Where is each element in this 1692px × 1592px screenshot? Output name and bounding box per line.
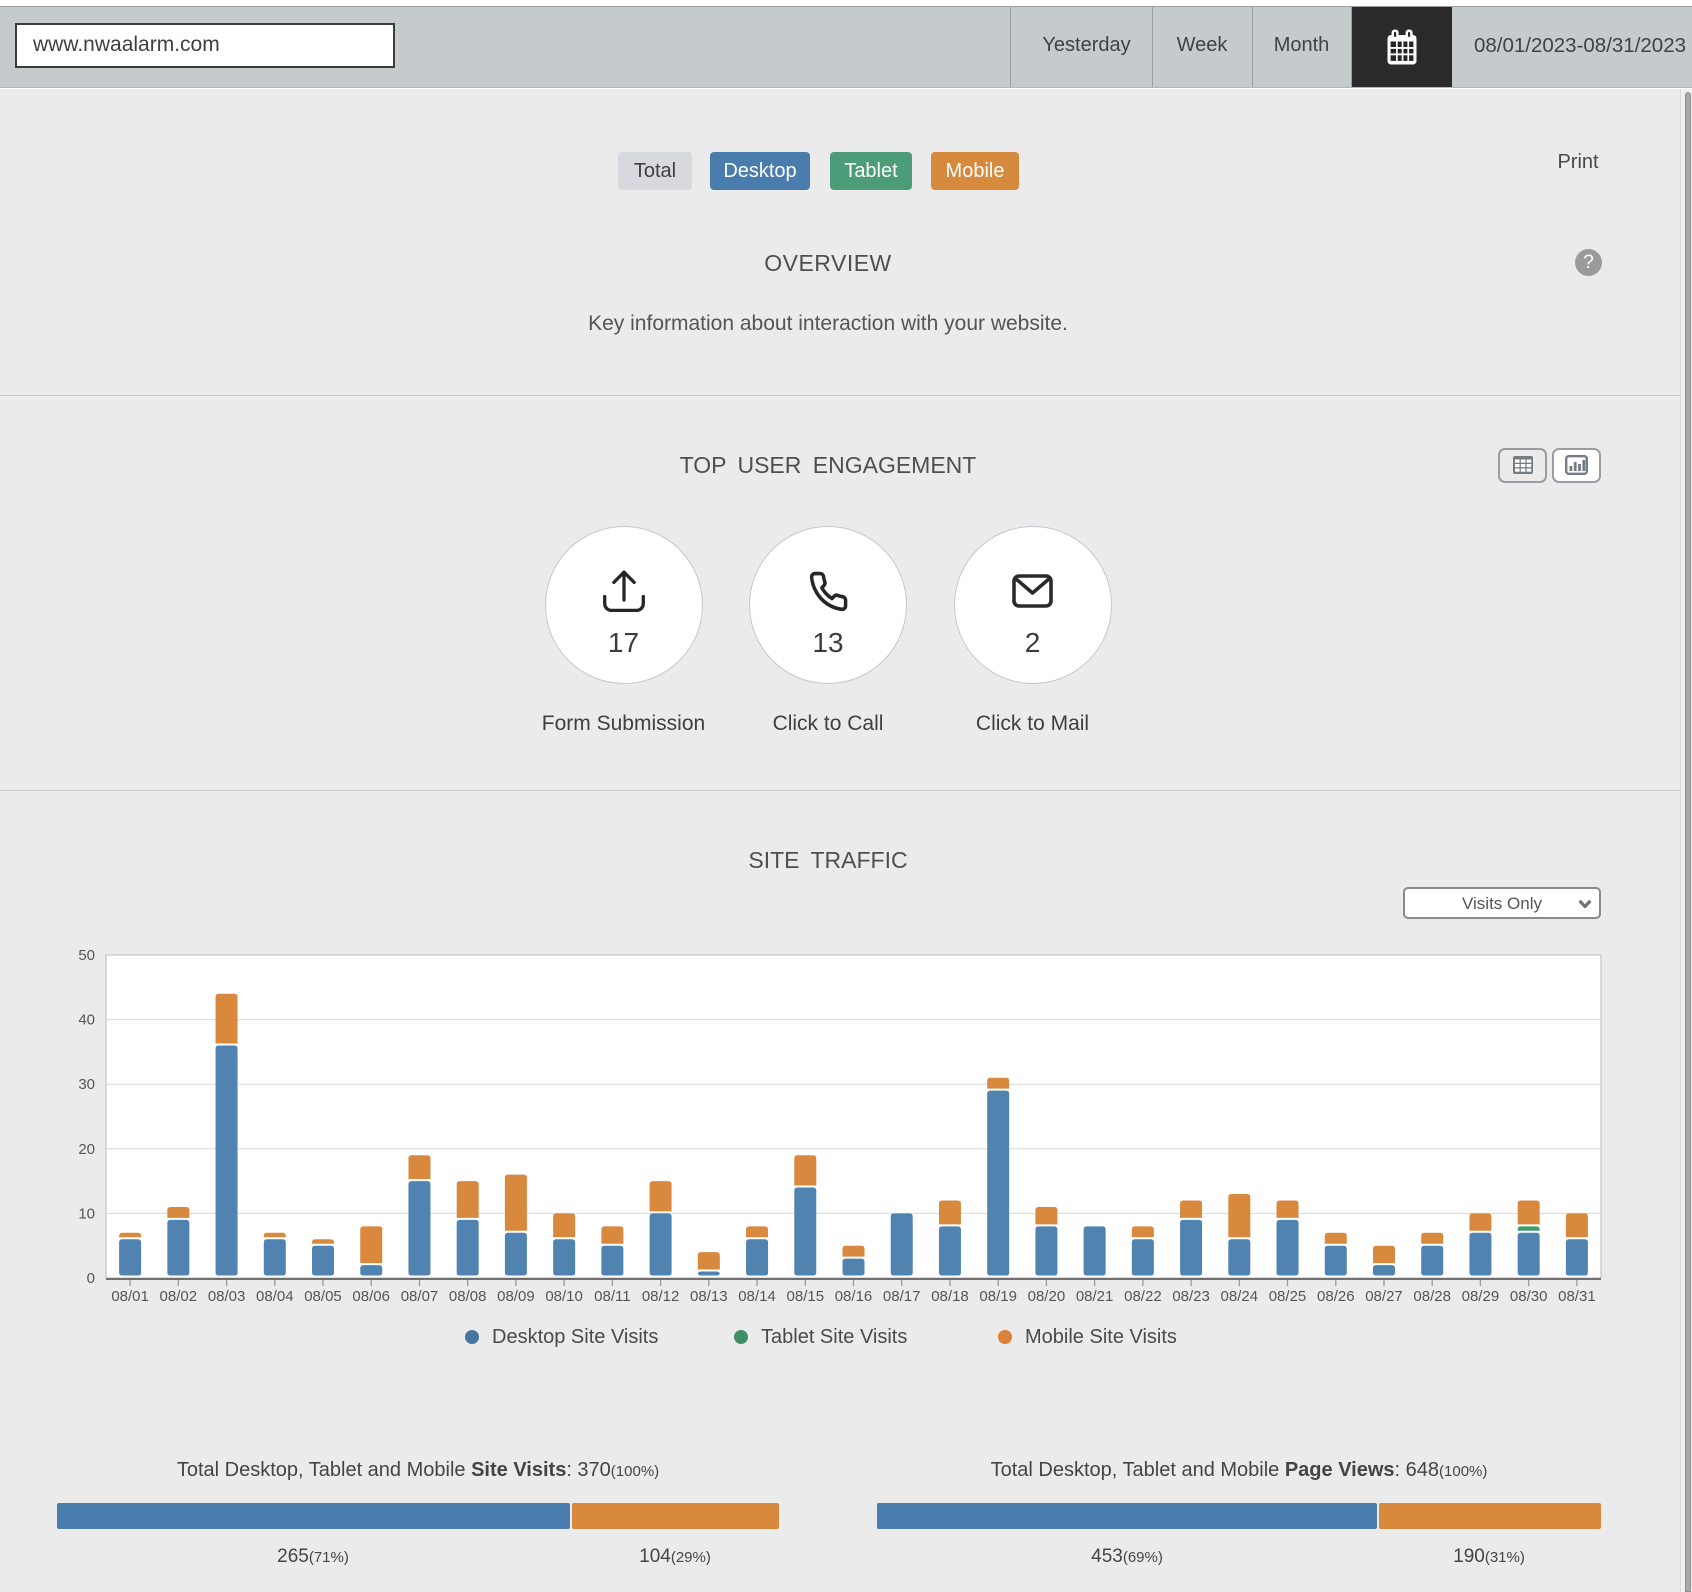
svg-text:08/17: 08/17 — [883, 1288, 921, 1305]
svg-text:10: 10 — [78, 1205, 95, 1222]
svg-text:08/27: 08/27 — [1365, 1288, 1403, 1305]
svg-text:08/14: 08/14 — [738, 1288, 776, 1305]
svg-text:08/11: 08/11 — [594, 1288, 630, 1305]
svg-text:08/02: 08/02 — [160, 1288, 198, 1305]
svg-text:08/23: 08/23 — [1172, 1288, 1210, 1305]
svg-text:0: 0 — [87, 1270, 95, 1287]
svg-text:08/18: 08/18 — [931, 1288, 969, 1305]
svg-text:08/30: 08/30 — [1510, 1288, 1548, 1305]
svg-text:08/06: 08/06 — [352, 1288, 390, 1305]
svg-text:40: 40 — [78, 1012, 95, 1029]
svg-text:08/04: 08/04 — [256, 1288, 294, 1305]
svg-text:08/26: 08/26 — [1317, 1288, 1355, 1305]
svg-text:08/07: 08/07 — [401, 1288, 439, 1305]
svg-text:08/24: 08/24 — [1221, 1288, 1259, 1305]
svg-text:08/29: 08/29 — [1462, 1288, 1500, 1305]
svg-text:08/09: 08/09 — [497, 1288, 535, 1305]
svg-text:08/28: 08/28 — [1413, 1288, 1451, 1305]
svg-text:08/31: 08/31 — [1558, 1288, 1596, 1305]
svg-text:08/10: 08/10 — [545, 1288, 583, 1305]
svg-text:08/21: 08/21 — [1076, 1288, 1114, 1305]
svg-text:08/08: 08/08 — [449, 1288, 487, 1305]
svg-text:08/16: 08/16 — [835, 1288, 873, 1305]
svg-text:08/03: 08/03 — [208, 1288, 246, 1305]
svg-text:08/05: 08/05 — [304, 1288, 342, 1305]
svg-text:08/12: 08/12 — [642, 1288, 680, 1305]
svg-text:50: 50 — [78, 947, 95, 964]
svg-text:08/15: 08/15 — [787, 1288, 825, 1305]
svg-text:30: 30 — [78, 1076, 95, 1093]
svg-text:08/20: 08/20 — [1028, 1288, 1066, 1305]
svg-text:08/01: 08/01 — [111, 1288, 149, 1305]
svg-text:08/25: 08/25 — [1269, 1288, 1307, 1305]
svg-text:20: 20 — [78, 1141, 95, 1158]
svg-text:08/19: 08/19 — [979, 1288, 1017, 1305]
svg-text:08/22: 08/22 — [1124, 1288, 1162, 1305]
svg-text:08/13: 08/13 — [690, 1288, 728, 1305]
